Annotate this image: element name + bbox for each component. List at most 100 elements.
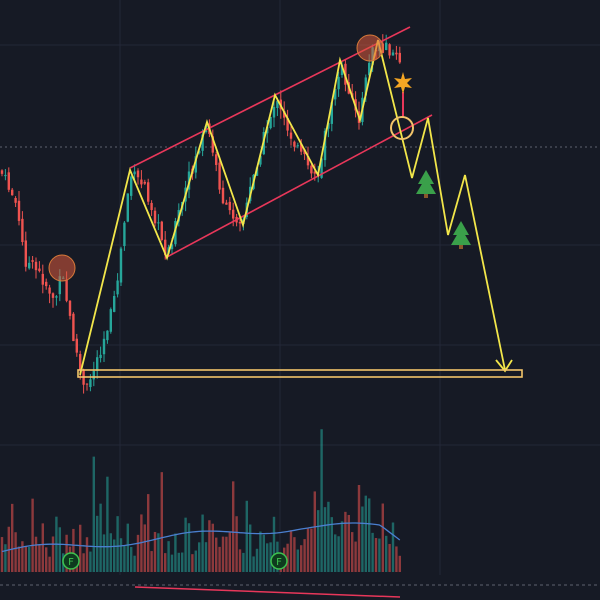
candle-body [133,171,136,175]
volume-bar [119,538,123,572]
volume-bar [164,553,167,572]
candle-body [289,132,293,139]
candle-body [238,221,242,224]
candle-body [48,287,51,294]
volume-bar [395,546,398,572]
candle-body [286,117,289,131]
volume-bar [194,550,197,572]
volume-bar [242,552,245,572]
target-zone [77,369,523,378]
volume-bar [347,514,350,572]
volume-bar [102,534,106,572]
candle-body [28,262,31,269]
channel-lower [164,114,433,259]
volume-bar [364,495,367,572]
candle-body [68,300,72,316]
star-icon [394,72,412,94]
candle-body [259,155,262,165]
volume-bar [147,494,150,572]
volume-bar [45,547,48,572]
volume-bar [262,534,265,572]
volume-bar [4,544,7,572]
candle-body [194,156,197,173]
volume-bar [65,534,68,572]
candle-body [4,174,7,177]
volume-bar [89,551,92,572]
candle-body [388,44,391,56]
candle-body [215,154,218,165]
volume-bar [48,556,51,572]
volume-bar [96,515,99,572]
volume-bar [228,532,231,572]
volume-bar [296,549,299,572]
volume-bar [198,542,201,572]
volume-bar [130,546,133,572]
candle-body [276,100,279,108]
candle-body [102,338,106,355]
candle-body [364,77,367,96]
tree-icon [416,170,436,198]
volume-bar [157,533,160,572]
candle-body [45,281,48,287]
volume-bar [221,536,225,572]
candle-body [38,268,41,272]
candle-body [368,62,371,76]
volume-bar [286,543,289,572]
volume-average [1,522,401,553]
candle-body [323,130,327,161]
volume-bar [388,543,391,572]
tree-icon [451,221,471,249]
volume-bar [249,524,252,572]
candle-body [7,172,10,190]
volume-bar [21,541,24,572]
candle-body [201,134,204,151]
candle-body [116,280,119,295]
volume-bar [14,532,17,572]
volume-bar [340,521,344,572]
volume-bar [24,546,27,572]
candle-body [109,309,112,332]
candle-body [228,201,231,211]
volume-bar [259,531,262,572]
volume-bar [357,484,361,572]
candle-body [17,200,21,221]
candle-body [327,122,330,129]
candle-body [198,150,201,154]
volume-bar [330,517,333,572]
volume-bar [181,552,184,572]
volume-bar [293,537,296,572]
candle-body [283,111,286,118]
volume-bar [191,554,194,572]
breakout-circle [390,116,414,140]
volume-bar [58,527,61,572]
volume-bar [11,503,14,572]
candle-body [79,354,82,371]
candle-body [99,354,102,359]
volume-bar [255,548,259,572]
volume-bar [34,536,38,572]
candle-body [225,202,228,205]
volume-bar [238,549,242,572]
candle-body [14,197,17,203]
candle-body [313,171,316,174]
divergence-line [134,586,401,598]
volume-bar [334,534,337,572]
candle-body [320,158,323,178]
volume-bar [153,531,157,572]
volume-bar [368,498,371,572]
volume-bar [92,456,95,572]
volume-bar [17,546,21,572]
candle-body [293,141,296,147]
volume-bar [327,501,330,572]
volume-bar [143,524,146,572]
volume-bar [150,551,153,572]
volume-bar [170,554,174,572]
candle-body [106,330,109,341]
marker-badge [62,552,80,570]
volume-bar [109,533,112,572]
candle-body [113,295,116,312]
candle-body [211,136,214,153]
candle-body [75,338,78,353]
